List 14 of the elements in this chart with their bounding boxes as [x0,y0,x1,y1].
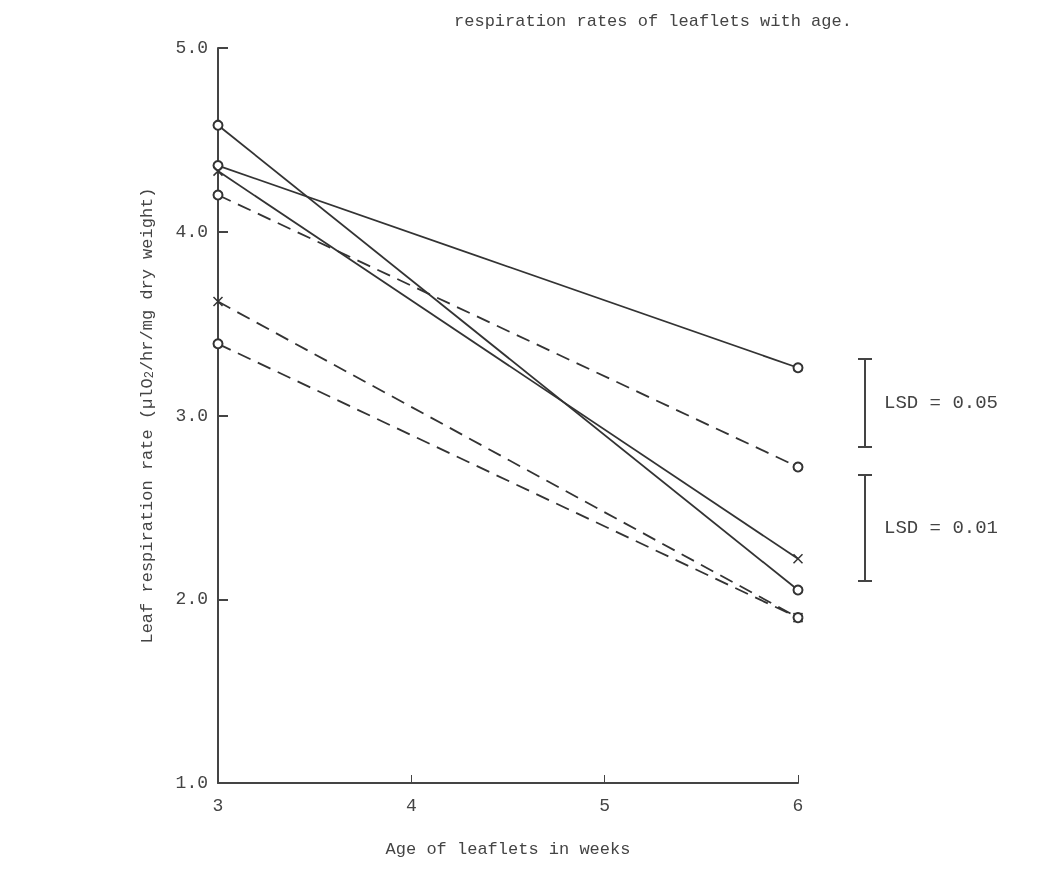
text: LSD = 0.01 [884,517,999,539]
x-tick-label: 4 [405,796,417,816]
x-tick-label: 6 [792,796,804,816]
y-tick-label: 5.0 [175,38,208,58]
x-axis-title: Age of leaflets in weeks [385,840,631,859]
y-tick-label: 1.0 [175,773,208,793]
y-tick-label: 2.0 [175,589,208,610]
chart-title: respiration rates of leaflets with age. [454,12,852,31]
x-tick-label: 5 [599,796,611,816]
y-tick-label: 3.0 [175,405,208,426]
y-tick-label: 4.0 [175,221,208,242]
text: LSD = 0.05 [884,392,999,414]
y-axis-title: Leaf respiration rate (µlO2/hr/mg dry weight) [138,187,157,644]
x-tick-label: 3 [212,796,224,816]
